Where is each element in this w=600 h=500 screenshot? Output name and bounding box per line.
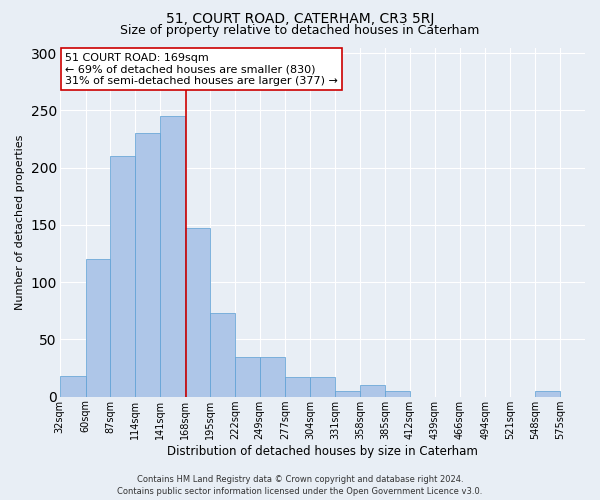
Y-axis label: Number of detached properties: Number of detached properties bbox=[15, 134, 25, 310]
Bar bbox=[286, 377, 310, 396]
Bar bbox=[360, 385, 385, 396]
Bar bbox=[335, 391, 360, 396]
Text: 51, COURT ROAD, CATERHAM, CR3 5RJ: 51, COURT ROAD, CATERHAM, CR3 5RJ bbox=[166, 12, 434, 26]
Bar bbox=[310, 377, 335, 396]
Bar bbox=[385, 391, 410, 396]
Bar bbox=[185, 228, 210, 396]
Bar bbox=[86, 260, 110, 396]
Bar bbox=[160, 116, 185, 396]
Text: 51 COURT ROAD: 169sqm
← 69% of detached houses are smaller (830)
31% of semi-det: 51 COURT ROAD: 169sqm ← 69% of detached … bbox=[65, 52, 338, 86]
Bar bbox=[135, 134, 160, 396]
Bar bbox=[535, 391, 560, 396]
Bar bbox=[235, 356, 260, 397]
Bar bbox=[110, 156, 135, 396]
Text: Size of property relative to detached houses in Caterham: Size of property relative to detached ho… bbox=[121, 24, 479, 37]
Text: Contains HM Land Registry data © Crown copyright and database right 2024.
Contai: Contains HM Land Registry data © Crown c… bbox=[118, 475, 482, 496]
Bar bbox=[260, 356, 286, 397]
X-axis label: Distribution of detached houses by size in Caterham: Distribution of detached houses by size … bbox=[167, 444, 478, 458]
Bar bbox=[60, 376, 86, 396]
Bar bbox=[210, 313, 235, 396]
